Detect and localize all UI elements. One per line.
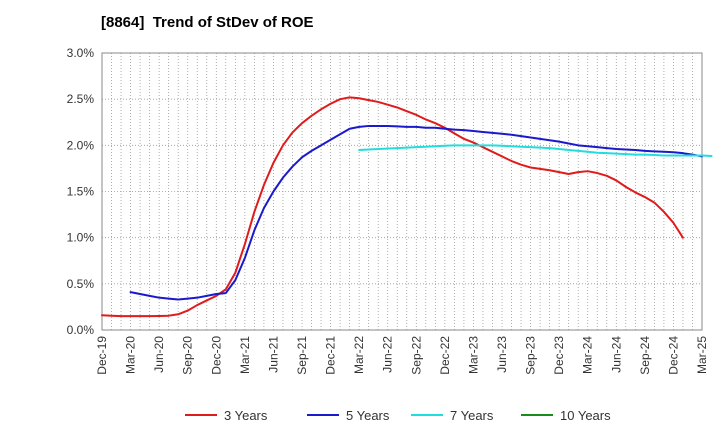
x-tick-label: Jun-21 xyxy=(266,336,280,373)
x-tick-label: Sep-23 xyxy=(524,336,538,375)
x-axis-labels: Dec-19 Mar-20 Jun-20 Sep-20 Dec-20 Mar-21 Jun-… xyxy=(95,336,709,375)
x-tick-label: Mar-24 xyxy=(581,336,595,374)
y-tick-label: 1.5% xyxy=(67,185,95,199)
y-tick-label: 2.0% xyxy=(67,138,95,152)
x-tick-label: Mar-23 xyxy=(466,336,480,374)
x-tick-label: Dec-23 xyxy=(552,336,566,375)
x-tick-label: Sep-20 xyxy=(181,336,195,375)
y-tick-label: 3.0% xyxy=(67,46,95,60)
y-tick-label: 0.0% xyxy=(67,323,95,337)
series-line-7-years xyxy=(358,144,713,157)
x-tick-label: Dec-24 xyxy=(666,336,680,375)
series-layer xyxy=(101,96,713,318)
x-tick-label: Mar-20 xyxy=(124,336,138,374)
x-tick-label: Mar-21 xyxy=(238,336,252,374)
x-tick-label: Dec-20 xyxy=(209,336,223,375)
x-tick-label: Jun-20 xyxy=(152,336,166,373)
x-tick-label: Jun-23 xyxy=(495,336,509,373)
grid-layer xyxy=(102,53,702,330)
legend-label: 5 Years xyxy=(346,408,390,423)
legend: 3 Years 5 Years 7 Years 10 Years xyxy=(185,408,611,423)
series-line-3-years xyxy=(101,96,684,318)
legend-label: 3 Years xyxy=(224,408,268,423)
x-tick-label: Sep-22 xyxy=(409,336,423,375)
x-tick-label: Sep-24 xyxy=(638,336,652,375)
chart-title: [8864] Trend of StDev of ROE xyxy=(101,14,314,31)
y-tick-label: 2.5% xyxy=(67,92,95,106)
plot-frame xyxy=(101,52,703,331)
x-tick-label: Sep-21 xyxy=(295,336,309,375)
x-tick-label: Mar-22 xyxy=(352,336,366,374)
x-tick-label: Mar-25 xyxy=(695,336,709,374)
y-tick-label: 0.5% xyxy=(67,277,95,291)
x-tick-label: Dec-22 xyxy=(438,336,452,375)
series-line-5-years xyxy=(129,124,703,301)
y-tick-label: 1.0% xyxy=(67,231,95,245)
legend-label: 10 Years xyxy=(560,408,611,423)
x-tick-label: Jun-24 xyxy=(609,336,623,373)
legend-label: 7 Years xyxy=(450,408,494,423)
x-tick-label: Jun-22 xyxy=(381,336,395,373)
x-tick-label: Dec-21 xyxy=(324,336,338,375)
x-tick-label: Dec-19 xyxy=(95,336,109,375)
y-axis-labels: 0.0% 0.5% 1.0% 1.5% 2.0% 2.5% 3.0% xyxy=(67,46,95,337)
